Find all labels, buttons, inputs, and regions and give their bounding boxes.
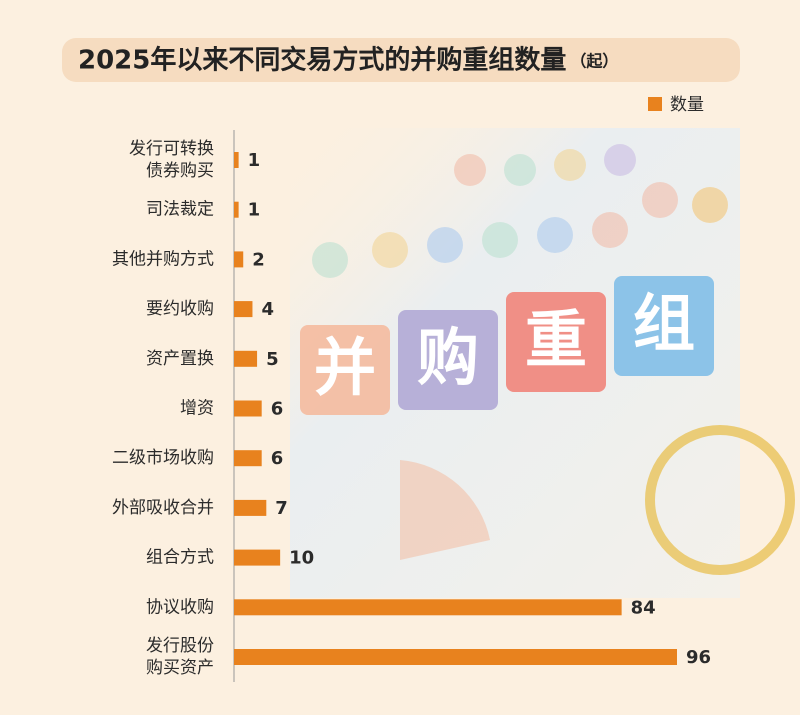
tile bbox=[614, 276, 714, 376]
value-label: 4 bbox=[261, 299, 274, 320]
category-label: 外部吸收合并 bbox=[112, 498, 214, 518]
pie-decor bbox=[400, 460, 490, 560]
category-label: 资产置换 bbox=[146, 349, 214, 369]
category-label: 组合方式 bbox=[146, 548, 214, 568]
value-label: 5 bbox=[266, 349, 279, 370]
tile bbox=[506, 292, 606, 392]
value-label: 96 bbox=[686, 647, 711, 668]
category-label: 发行股份购买资产 bbox=[146, 636, 214, 678]
category-label: 协议收购 bbox=[146, 597, 214, 617]
category-label: 二级市场收购 bbox=[112, 448, 214, 468]
bar bbox=[234, 499, 267, 516]
abacus-beads bbox=[312, 144, 728, 278]
title-tiles bbox=[300, 276, 714, 415]
category-label: 增资 bbox=[180, 399, 214, 419]
tile bbox=[398, 310, 498, 410]
value-label: 2 bbox=[252, 249, 265, 270]
category-label: 司法裁定 bbox=[146, 200, 214, 220]
bar bbox=[234, 549, 281, 566]
bar bbox=[234, 251, 244, 268]
bar bbox=[234, 152, 239, 168]
bar bbox=[234, 450, 262, 467]
value-label: 7 bbox=[275, 498, 288, 519]
value-label: 10 bbox=[289, 548, 314, 569]
value-label: 84 bbox=[631, 597, 656, 618]
bar bbox=[234, 201, 239, 218]
tile-text: 并 bbox=[314, 331, 376, 404]
tile bbox=[300, 325, 390, 415]
value-label: 1 bbox=[248, 200, 261, 221]
value-label: 6 bbox=[271, 448, 284, 469]
bar bbox=[234, 350, 258, 367]
category-label: 其他并购方式 bbox=[112, 249, 214, 269]
chart-title: 2025年以来不同交易方式的并购重组数量 bbox=[78, 45, 566, 76]
tile-text: 重 bbox=[525, 303, 587, 376]
unit-label: （起） bbox=[570, 52, 618, 71]
title-box bbox=[62, 38, 740, 82]
bar bbox=[234, 301, 253, 318]
legend-label: 数量 bbox=[670, 95, 704, 115]
tile-text: 购 bbox=[417, 321, 479, 394]
magnifier bbox=[645, 425, 795, 575]
bar bbox=[234, 599, 622, 616]
value-label: 1 bbox=[248, 150, 261, 171]
legend-swatch bbox=[648, 97, 662, 111]
value-label: 6 bbox=[271, 399, 284, 420]
category-label: 发行可转换债券购买 bbox=[129, 139, 214, 181]
bar bbox=[234, 649, 677, 665]
bar bbox=[234, 400, 262, 417]
tile-text: 组 bbox=[633, 287, 695, 360]
category-label: 要约收购 bbox=[146, 299, 214, 319]
